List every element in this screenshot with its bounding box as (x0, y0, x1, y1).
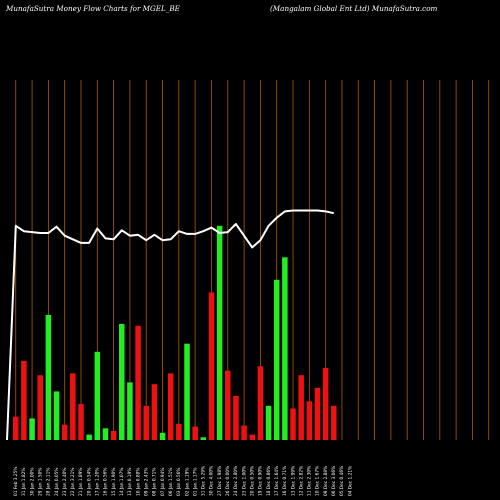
header-left-title: MunafaSutra Money Flow Charts for MGEL_B… (6, 4, 180, 13)
money-flow-line (6, 209, 335, 441)
x-tick-label: 18 Dec 0.86% (266, 466, 272, 496)
x-tick-label: 30 Dec 4.00% (209, 466, 215, 496)
x-tick-label: 26 Dec 0.00% (225, 466, 231, 496)
chart-header: MunafaSutra Money Flow Charts for MGEL_B… (0, 0, 500, 16)
x-tick-label: 01 Jan 1.17% (192, 468, 198, 496)
outflow-bar (37, 375, 43, 440)
inflow-bar (102, 428, 109, 440)
inflow-bar (119, 323, 125, 440)
inflow-bar (282, 257, 288, 440)
x-tick-label: 13 Jan 0.19% (127, 468, 133, 496)
outflow-bar (61, 424, 68, 440)
x-tick-label: 20 Jan 0.54% (86, 468, 92, 496)
outflow-bar (110, 431, 117, 440)
x-tick-label: 21 Jan 1.89% (78, 468, 84, 496)
inflow-bar (86, 434, 92, 440)
outflow-bar (167, 373, 174, 440)
x-tick-label: 24 Jan 0.05% (54, 468, 60, 496)
x-tick-label: 30 Jan 2.00% (29, 468, 35, 496)
outflow-bar (314, 387, 321, 440)
outflow-bar (135, 325, 141, 440)
x-tick-label: 12 Dec 2.82% (298, 466, 304, 496)
x-tick-label: 10 Dec 1.67% (315, 466, 321, 496)
bar-layer (13, 225, 337, 440)
header-right-title: (Mangalam Global Ent Ltd) MunafaSutra.co… (270, 4, 438, 13)
outflow-bar (143, 405, 149, 440)
outflow-bar (331, 405, 337, 440)
inflow-bar (94, 351, 101, 440)
inflow-bar (216, 225, 223, 440)
inflow-bar (53, 391, 60, 440)
x-tick-label: 20 Dec 0.50% (249, 466, 255, 496)
x-tick-label: 23 Dec 1.00% (241, 466, 247, 496)
x-tick-label: 09 Jan 2.43% (143, 468, 149, 496)
x-tick-label: 16 Dec 0.71% (282, 466, 288, 496)
x-tick-label: 23 Jan 2.40% (62, 468, 68, 496)
x-tick-label: 28 Jan 2.11% (46, 468, 52, 496)
x-tick-label: 17 Jan 1.20% (95, 468, 101, 496)
inflow-bar (127, 382, 133, 440)
inflow-bar (184, 343, 190, 440)
outflow-bar (70, 373, 76, 440)
x-tick-label: 16 Jan 0.56% (103, 468, 109, 496)
outflow-bar (13, 416, 19, 440)
outflow-bar (151, 384, 158, 440)
x-tick-label: 08 Jan 0.71% (152, 468, 158, 496)
outflow-bar (233, 395, 239, 440)
x-tick-label: 10 Jan 0.88% (135, 468, 141, 496)
x-tick-label: 15 Jan 1.90% (111, 468, 117, 496)
x-tick-label: 29 Jan 1.50% (37, 468, 43, 496)
x-tick-label: 06 Jan 1.51% (168, 468, 174, 496)
x-tick-label: 05 Dec 0.46% (339, 466, 345, 496)
x-tick-label: 14 Jan 1.07% (119, 468, 125, 496)
outflow-bar (21, 360, 27, 440)
outflow-bar (176, 423, 182, 440)
x-tick-label: 19 Dec 0.90% (258, 466, 264, 496)
inflow-bar (200, 437, 207, 440)
outflow-bar (306, 401, 313, 440)
x-tick-labels: 01 Feb 3.25% 31 Jan 1.82% 30 Jan 2.00% 29 J… (13, 466, 353, 496)
inflow-bar (265, 405, 272, 440)
outflow-bar (290, 408, 296, 440)
outflow-bar (298, 375, 304, 440)
x-tick-label: 22 Jan 3.21% (70, 468, 76, 496)
x-tick-label: 31 Jan 1.82% (21, 468, 27, 496)
x-tick-label: 13 Dec 1.99% (290, 466, 296, 496)
outflow-bar (78, 404, 84, 440)
inflow-bar (273, 279, 280, 440)
outflow-bar (225, 370, 231, 440)
outflow-bar (192, 426, 198, 440)
x-tick-label: 07 Jan 0.94% (160, 468, 166, 496)
x-tick-label: 03 Jan 0.56% (176, 468, 182, 496)
grid-layer (15, 80, 490, 440)
outflow-bar (322, 368, 329, 440)
x-tick-label: 09 Dec 2.88% (323, 466, 329, 496)
outflow-bar (257, 366, 264, 440)
outflow-bar (241, 425, 247, 440)
x-tick-label: 06 Dec 3.06% (331, 466, 337, 496)
x-tick-label: 04 Dec 1.21% (347, 466, 353, 496)
line-layer (6, 209, 335, 441)
x-tick-label: 24 Dec 2.80% (233, 466, 239, 496)
x-tick-label: 01 Feb 3.25% (13, 467, 19, 496)
inflow-bar (45, 314, 52, 440)
x-tick-label: 17 Dec 1.64% (274, 466, 280, 496)
x-tick-label: 11 Dec 2.30% (307, 466, 313, 496)
inflow-bar (29, 418, 35, 440)
outflow-bar (208, 292, 215, 440)
inflow-bar (159, 432, 166, 440)
x-tick-label: 27 Dec 1.98% (217, 466, 223, 496)
x-tick-label: 02 Jan 1.19% (184, 468, 190, 496)
x-tick-label: 31 Dec 5.29% (201, 466, 207, 496)
outflow-bar (249, 434, 255, 440)
